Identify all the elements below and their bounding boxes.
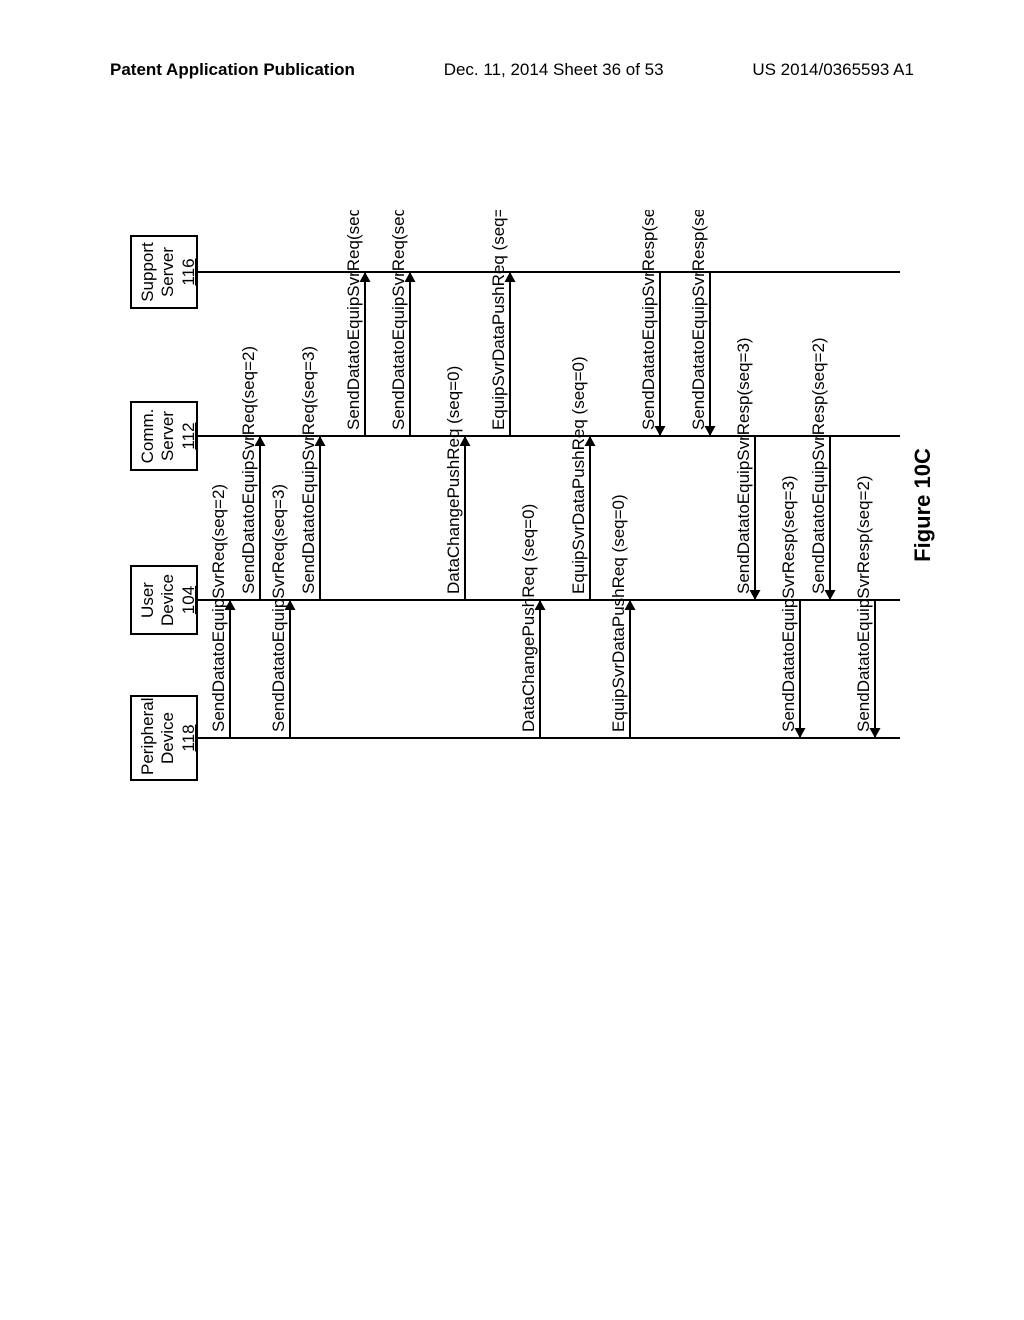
- sequence-diagram: PeripheralDevice118 UserDevice104 Comm.Ser…: [130, 210, 900, 800]
- message-12: SendDatatoEquipSvrResp(seq=2): [689, 210, 716, 436]
- message-label: SendDatatoEquipSvrResp(seq=3): [639, 210, 658, 430]
- message-label: DataChangePushReq (seq=0): [519, 504, 538, 732]
- header-center: Dec. 11, 2014 Sheet 36 of 53: [444, 60, 664, 80]
- header-left: Patent Application Publication: [110, 60, 355, 80]
- page-header: Patent Application Publication Dec. 11, …: [0, 60, 1024, 80]
- message-label: SendDatatoEquipSvrReq(seq=2): [209, 484, 228, 732]
- message-5: SendDatatoEquipSvrReq(seq=2): [389, 210, 416, 436]
- message-10: EquipSvrDataPushReq (seq=0): [609, 494, 636, 738]
- message-label: EquipSvrDataPushReq (seq=0): [609, 494, 628, 732]
- message-label: EquipSvrDataPushReq (seq=0): [569, 356, 588, 594]
- message-label: SendDatatoEquipSvrResp(seq=2): [809, 337, 828, 594]
- message-label: SendDatatoEquipSvrReq(seq=2): [389, 210, 408, 430]
- actor-user: UserDevice104: [130, 565, 198, 635]
- message-label: SendDatatoEquipSvrResp(seq=2): [854, 475, 873, 732]
- message-label: DataChangePushReq (seq=0): [444, 366, 463, 594]
- message-label: EquipSvrDataPushReq (seq=0): [489, 210, 508, 430]
- message-label: SendDatatoEquipSvrResp(seq=2): [689, 210, 708, 430]
- message-label: SendDatatoEquipSvrReq(seq=3): [344, 210, 363, 430]
- message-1: SendDatatoEquipSvrReq(seq=2): [239, 346, 266, 600]
- arrows-layer: SendDatatoEquipSvrReq(seq=2) SendDatatoEq…: [130, 210, 900, 800]
- message-label: SendDatatoEquipSvrResp(seq=3): [779, 475, 798, 732]
- message-13: SendDatatoEquipSvrResp(seq=3): [734, 337, 761, 600]
- message-label: SendDatatoEquipSvrReq(seq=3): [269, 484, 288, 732]
- message-6: DataChangePushReq (seq=0): [444, 366, 471, 600]
- message-15: SendDatatoEquipSvrResp(seq=2): [809, 337, 836, 600]
- message-label: SendDatatoEquipSvrResp(seq=3): [734, 337, 753, 594]
- actor-comm: Comm.Server112: [130, 401, 198, 471]
- lifeline-user: [198, 599, 900, 601]
- message-9: EquipSvrDataPushReq (seq=0): [569, 356, 596, 600]
- actor-peripheral: PeripheralDevice118: [130, 695, 198, 781]
- message-4: SendDatatoEquipSvrReq(seq=3): [344, 210, 371, 436]
- message-2: SendDatatoEquipSvrReq(seq=3): [269, 484, 296, 738]
- message-8: DataChangePushReq (seq=0): [519, 504, 546, 738]
- header-right: US 2014/0365593 A1: [752, 60, 914, 80]
- message-3: SendDatatoEquipSvrReq(seq=3): [299, 346, 326, 600]
- message-0: SendDatatoEquipSvrReq(seq=2): [209, 484, 236, 738]
- lifeline-support: [198, 271, 900, 273]
- figure-label: Figure 10C: [910, 210, 936, 800]
- message-label: SendDatatoEquipSvrReq(seq=2): [239, 346, 258, 594]
- lifeline-comm: [198, 435, 900, 437]
- message-16: SendDatatoEquipSvrResp(seq=2): [854, 475, 881, 738]
- message-14: SendDatatoEquipSvrResp(seq=3): [779, 475, 806, 738]
- message-7: EquipSvrDataPushReq (seq=0): [489, 210, 516, 436]
- message-label: SendDatatoEquipSvrReq(seq=3): [299, 346, 318, 594]
- actor-support: SupportServer116: [130, 235, 198, 309]
- lifeline-peripheral: [198, 737, 900, 739]
- message-11: SendDatatoEquipSvrResp(seq=3): [639, 210, 666, 436]
- diagram-rotated-wrapper: PeripheralDevice118 UserDevice104 Comm.Ser…: [130, 210, 950, 800]
